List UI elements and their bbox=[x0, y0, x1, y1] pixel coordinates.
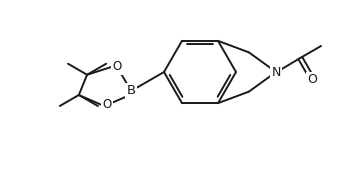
Text: B: B bbox=[126, 84, 136, 98]
Text: O: O bbox=[307, 73, 317, 86]
Text: N: N bbox=[271, 65, 281, 78]
Text: O: O bbox=[113, 60, 122, 73]
Text: O: O bbox=[102, 99, 112, 112]
